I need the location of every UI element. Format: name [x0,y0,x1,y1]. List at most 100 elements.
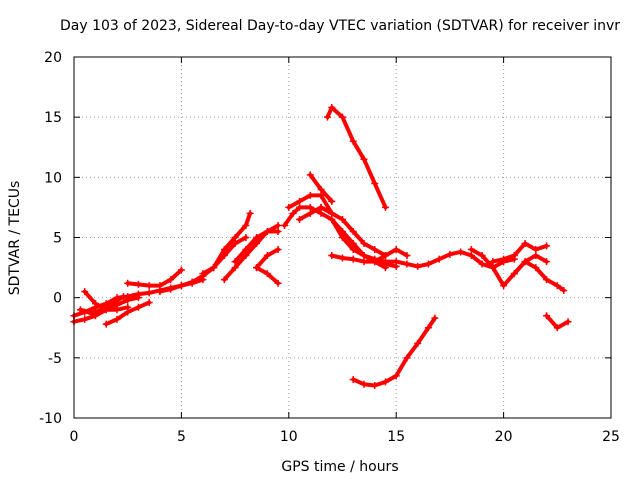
series-track-5 [102,298,153,328]
data-point [317,209,325,217]
data-point [521,240,529,248]
series-track-3 [76,292,127,317]
data-point [414,262,422,270]
data-point [371,246,379,254]
data-point [360,252,368,260]
series-track-23 [371,246,411,266]
y-tick-label: 0 [53,291,62,307]
data-point [467,246,475,254]
data-point [564,318,572,326]
y-tick-label: -10 [39,411,62,427]
data-point [220,276,228,284]
data-point [349,375,357,383]
data-point [124,296,132,304]
series-track-25 [489,240,551,266]
data-point [371,179,379,187]
y-axis-label: SDTVAR / TECUs [7,181,23,296]
data-point [349,227,357,235]
series-track-26 [510,252,551,278]
data-point [478,252,486,260]
x-axis-ticks: 0 5 10 15 20 25 [70,57,620,445]
data-point [349,246,357,254]
data-point [339,234,346,241]
data-point [349,255,357,263]
data-point [188,278,196,286]
data-point [446,250,454,258]
series-track-17 [306,171,336,205]
series-track-9 [210,209,254,272]
data-point [220,246,228,254]
data-point [489,258,497,266]
data-point [543,276,551,284]
data-point [134,280,142,288]
data-point [403,354,411,362]
data-point [263,270,271,278]
data-point [392,246,400,254]
y-tick-label: 5 [53,231,62,247]
data-point [371,258,379,266]
series-band [125,268,184,288]
data-point [253,234,261,241]
x-tick-label: 0 [70,429,79,445]
data-point [113,306,121,314]
data-point [532,252,540,260]
data-point [274,246,282,254]
data-point [274,221,282,229]
data-point [543,258,551,266]
data-point [274,279,282,287]
data-point [328,104,336,112]
data-point [381,252,389,260]
series-track-13 [253,246,282,272]
data-point [274,227,282,235]
data-point [167,276,175,284]
y-tick-label: 20 [44,50,62,66]
data-point [296,215,304,223]
data-point [102,306,110,314]
x-tick-label: 20 [495,429,513,445]
data-point [392,262,400,270]
y-tick-label: -5 [48,351,62,367]
series-track-4 [81,288,132,314]
x-tick-label: 15 [387,429,405,445]
data-point [328,252,336,260]
data-point [306,209,314,217]
y-tick-label: 15 [44,110,62,126]
data-point [349,137,357,145]
data-point [81,315,89,323]
data-point [317,191,325,199]
x-tick-label: 25 [602,429,620,445]
y-tick-label: 10 [44,170,62,186]
data-point [323,113,331,121]
data-point [457,248,465,256]
data-point [360,380,368,388]
series-track-22 [349,314,439,390]
chart-title: Day 103 of 2023, Sidereal Day-to-day VTE… [60,18,620,34]
data-point [306,191,314,199]
data-point [76,306,84,314]
data-point [242,234,250,241]
data-point [392,372,400,380]
data-point [328,209,336,217]
series-track-27 [543,312,572,332]
series-band [512,253,549,276]
series-track-20 [328,252,400,270]
series-band [325,105,388,210]
data-point [231,234,239,241]
data-point [381,378,389,386]
data-point [510,252,518,260]
data-point [109,300,117,308]
data-point [403,252,411,260]
series-band [372,247,409,264]
data-point [231,240,239,248]
data-point [242,221,250,229]
data-point [246,209,254,217]
series-track-21 [323,104,389,211]
data-point [296,197,304,205]
data-point [360,155,368,163]
data-point [167,285,175,293]
data-point [242,252,250,260]
data-point [156,282,164,290]
data-point [521,258,529,266]
data-point [339,254,346,262]
